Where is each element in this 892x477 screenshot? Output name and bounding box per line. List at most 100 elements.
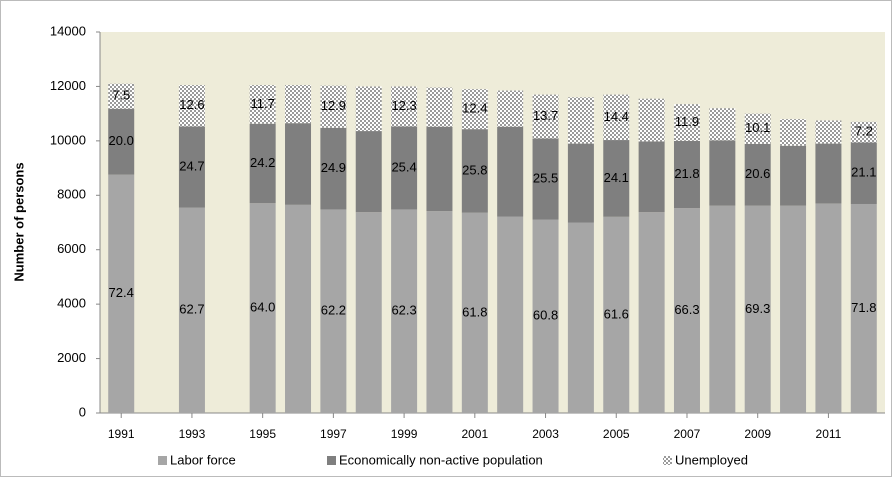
share-label: 71.8 <box>851 300 876 315</box>
legend-label: Labor force <box>170 452 236 467</box>
bar-segment <box>744 113 771 144</box>
x-tick-label: 2003 <box>532 427 559 441</box>
bar-segment <box>178 207 205 413</box>
bar-segment <box>709 140 736 206</box>
y-tick-label: 6000 <box>57 241 86 256</box>
share-label: 25.8 <box>462 162 487 177</box>
bar-segment <box>850 142 877 204</box>
bar-segment <box>567 97 594 144</box>
bar-segment <box>355 86 382 132</box>
bar-segment <box>709 205 736 413</box>
y-tick-label: 14000 <box>50 23 86 38</box>
bar-segment <box>178 85 205 127</box>
x-tick-label: 1991 <box>108 427 135 441</box>
bar-segment <box>320 85 347 128</box>
x-tick-label: 2005 <box>603 427 630 441</box>
bar-segment <box>673 140 700 209</box>
share-label: 10.1 <box>745 120 770 135</box>
bar-segment <box>426 126 453 212</box>
bar-segment <box>497 216 524 413</box>
bar-segment <box>426 87 453 127</box>
bar-segment <box>285 85 312 124</box>
x-tick-label: 1993 <box>179 427 206 441</box>
share-label: 62.3 <box>391 303 416 318</box>
share-label: 66.3 <box>674 302 699 317</box>
bar-segment <box>285 204 312 413</box>
bar-segment <box>355 212 382 413</box>
bar-segment <box>532 138 559 220</box>
bar-segment <box>744 143 771 206</box>
bar-segment <box>673 208 700 413</box>
share-label: 61.6 <box>604 306 629 321</box>
x-tick-label: 1999 <box>391 427 418 441</box>
bar-segment <box>603 94 630 141</box>
share-label: 12.4 <box>462 101 487 116</box>
bar-segment <box>249 85 276 124</box>
share-label: 64.0 <box>250 300 275 315</box>
bar-segment <box>744 205 771 413</box>
share-label: 20.0 <box>109 133 134 148</box>
share-label: 20.6 <box>745 166 770 181</box>
bar-segment <box>178 126 205 208</box>
bar-segment <box>567 143 594 223</box>
bar-segment <box>603 216 630 413</box>
share-label: 7.5 <box>112 88 130 103</box>
bar-segment <box>815 203 842 413</box>
bar-segment <box>850 203 877 413</box>
share-label: 12.6 <box>179 97 204 112</box>
bar-segment <box>391 126 418 210</box>
share-label: 24.2 <box>250 155 275 170</box>
bar-segment <box>426 211 453 413</box>
bar-segment <box>249 123 276 204</box>
bar-segment <box>461 129 488 213</box>
x-tick-label: 2009 <box>744 427 771 441</box>
legend-swatch <box>158 456 167 465</box>
bar-segment <box>497 90 524 127</box>
share-label: 72.4 <box>109 285 134 300</box>
share-label: 24.1 <box>604 170 629 185</box>
share-label: 12.3 <box>391 98 416 113</box>
legend-label: Economically non-active population <box>339 452 543 467</box>
bar-segment <box>461 89 488 130</box>
bar-segment <box>461 212 488 413</box>
share-label: 21.8 <box>674 166 699 181</box>
y-tick-label: 4000 <box>57 296 86 311</box>
bar-segment <box>850 121 877 143</box>
bar-segment <box>320 209 347 413</box>
x-tick-label: 2007 <box>674 427 701 441</box>
bar-segment <box>497 126 524 217</box>
legend-label: Unemployed <box>675 452 748 467</box>
bar-segment <box>780 145 807 206</box>
y-tick-label: 10000 <box>50 132 86 147</box>
share-label: 21.1 <box>851 165 876 180</box>
bar-segment <box>780 205 807 413</box>
y-tick-label: 12000 <box>50 78 86 93</box>
bar-segment <box>603 140 630 217</box>
bar-segment <box>320 127 347 210</box>
bar-segment <box>391 86 418 127</box>
bar-segment <box>108 83 135 109</box>
legend-swatch <box>663 456 672 465</box>
share-label: 69.3 <box>745 301 770 316</box>
x-tick-label: 2001 <box>461 427 488 441</box>
share-label: 12.9 <box>321 98 346 113</box>
bar-segment <box>673 104 700 141</box>
share-label: 25.5 <box>533 170 558 185</box>
bar-segment <box>532 94 559 139</box>
bar-segment <box>815 143 842 204</box>
bar-segment <box>532 219 559 413</box>
bar-segment <box>638 141 665 213</box>
x-tick-label: 1997 <box>320 427 347 441</box>
share-label: 25.4 <box>391 159 416 174</box>
y-tick-label: 2000 <box>57 350 86 365</box>
share-label: 60.8 <box>533 308 558 323</box>
bar-segment <box>355 131 382 213</box>
share-label: 61.8 <box>462 304 487 319</box>
share-label: 13.7 <box>533 108 558 123</box>
legend-swatch <box>327 456 336 465</box>
share-label: 24.9 <box>321 160 346 175</box>
bar-segment <box>638 98 665 142</box>
share-label: 11.9 <box>675 114 699 129</box>
share-label: 24.7 <box>179 158 204 173</box>
